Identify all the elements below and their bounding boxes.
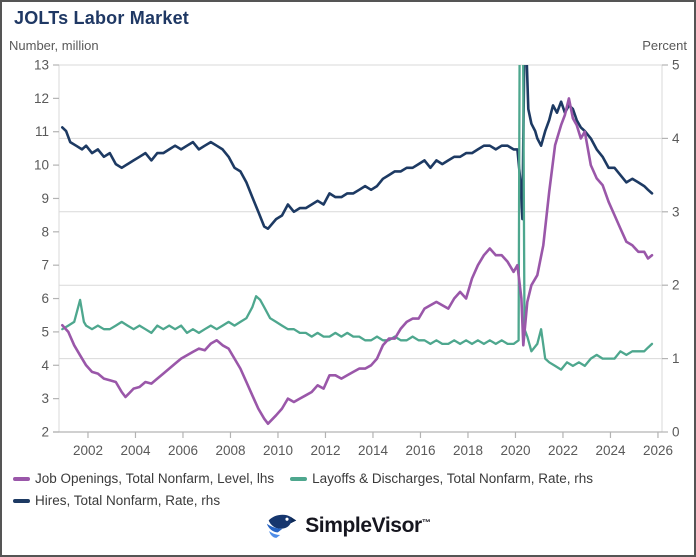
left-tick-label: 13: [34, 58, 49, 73]
x-tick-label: 2004: [120, 443, 151, 458]
legend-label: Layoffs & Discharges, Total Nonfarm, Rat…: [312, 471, 594, 486]
legend-item: Hires, Total Nonfarm, Rate, rhs: [13, 490, 220, 512]
x-tick-label: 2022: [548, 443, 578, 458]
left-tick-label: 2: [41, 425, 49, 440]
x-tick-label: 2006: [168, 443, 198, 458]
x-tick-label: 2024: [595, 443, 626, 458]
chart-legend: Job Openings, Total Nonfarm, Level, lhs L…: [13, 468, 689, 512]
left-tick-label: 9: [41, 191, 49, 206]
series-lines: [60, 65, 654, 426]
legend-item: Layoffs & Discharges, Total Nonfarm, Rat…: [290, 468, 593, 490]
left-tick-label: 11: [35, 124, 49, 139]
x-tick-label: 2026: [643, 443, 673, 458]
left-tick-label: 7: [41, 258, 49, 273]
x-tick-label: 2012: [310, 443, 340, 458]
legend-item: Job Openings, Total Nonfarm, Level, lhs: [13, 468, 274, 490]
right-tick-label: 2: [672, 278, 680, 293]
legend-label: Job Openings, Total Nonfarm, Level, lhs: [35, 471, 275, 486]
x-tick-label: 2008: [215, 443, 245, 458]
x-tick-label: 2016: [405, 443, 435, 458]
left-tick-label: 12: [34, 91, 49, 106]
right-tick-label: 0: [672, 425, 680, 440]
left-axis-unit-label: Number, million: [9, 38, 99, 53]
right-tick-label: 4: [672, 131, 680, 146]
left-tick-label: 6: [41, 291, 49, 306]
simplevisor-eagle-icon: [267, 514, 297, 538]
right-tick-label: 1: [672, 351, 680, 366]
left-tick-label: 10: [34, 158, 49, 173]
axis-ticks: [53, 64, 668, 438]
right-tick-label: 3: [672, 204, 680, 219]
x-tick-label: 2020: [500, 443, 530, 458]
trademark-symbol: ™: [421, 517, 431, 528]
left-tick-label: 5: [41, 324, 49, 339]
series-line-right: [61, 65, 654, 371]
legend-label: Hires, Total Nonfarm, Rate, rhs: [35, 493, 221, 508]
brand-footer: SimpleVisor™: [2, 511, 694, 541]
legend-row: Hires, Total Nonfarm, Rate, rhs: [13, 490, 689, 512]
series-line-left: [60, 97, 654, 426]
left-tick-label: 8: [41, 224, 49, 239]
legend-swatch-icon: [290, 477, 308, 481]
x-tick-label: 2010: [263, 443, 293, 458]
x-tick-label: 2002: [73, 443, 103, 458]
gridlines: [58, 64, 663, 432]
left-tick-label: 4: [41, 358, 49, 373]
chart-title: JOLTs Labor Market: [14, 8, 189, 28]
series-line-right: [60, 65, 654, 230]
left-tick-label: 3: [41, 391, 49, 406]
legend-swatch-icon: [13, 499, 30, 503]
right-axis-unit-label: Percent: [642, 38, 687, 53]
brand-name: SimpleVisor™: [305, 514, 431, 537]
legend-row: Job Openings, Total Nonfarm, Level, lhs L…: [13, 468, 689, 490]
x-tick-label: 2014: [358, 443, 389, 458]
x-tick-label: 2018: [453, 443, 483, 458]
legend-swatch-icon: [13, 477, 30, 481]
right-tick-label: 5: [672, 58, 680, 73]
